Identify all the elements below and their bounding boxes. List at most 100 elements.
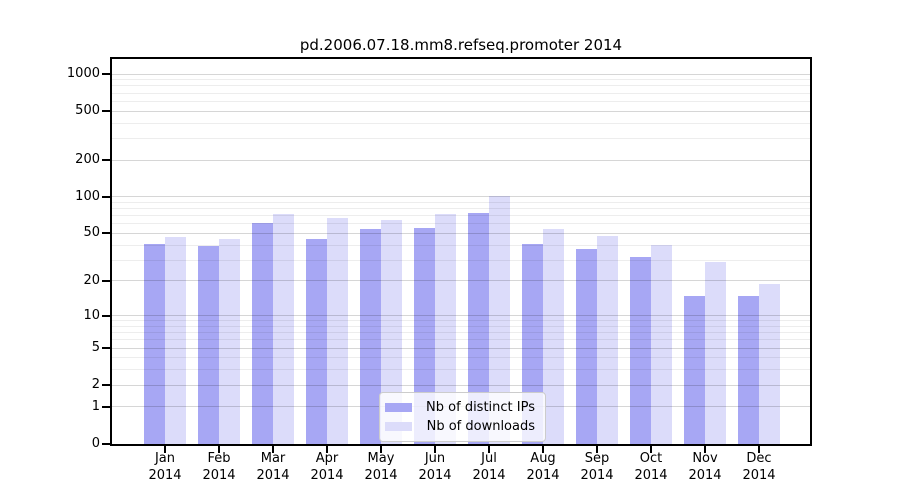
- gridline-200: [112, 159, 810, 161]
- gridline-800: [112, 85, 810, 87]
- x-tick-mark-jan: [164, 446, 166, 453]
- y-tick-mark-10: [102, 314, 110, 317]
- x-tick-label-aug: Aug 2014: [513, 450, 573, 484]
- x-tick-year: 2014: [148, 468, 182, 483]
- x-tick-month: Dec: [746, 451, 772, 466]
- x-tick-mark-apr: [326, 446, 328, 453]
- y-tick-mark-0: [102, 443, 110, 445]
- x-tick-mark-feb: [218, 446, 220, 453]
- x-tick-label-feb: Feb 2014: [189, 450, 249, 484]
- bar-distinct-ips-mar: [252, 223, 273, 444]
- bar-distinct-ips-jan: [144, 243, 165, 444]
- legend-swatch-downloads: [385, 422, 412, 431]
- x-tick-month: Nov: [692, 451, 718, 466]
- gridline-80: [112, 208, 810, 210]
- x-tick-mark-nov: [704, 446, 706, 453]
- y-tick-mark-50: [102, 232, 110, 235]
- bar-distinct-ips-sep: [576, 249, 597, 444]
- gridline-600: [112, 100, 810, 102]
- bar-downloads-jul: [489, 195, 510, 444]
- x-tick-label-dec: Dec 2014: [729, 450, 789, 484]
- legend-item-distinct-ips: Nb of distinct IPs: [385, 398, 541, 417]
- y-tick-mark-500: [102, 110, 110, 113]
- x-tick-mark-aug: [542, 446, 544, 453]
- x-tick-mark-oct: [650, 446, 652, 453]
- bar-distinct-ips-feb: [198, 246, 219, 444]
- plot-area: [110, 57, 812, 446]
- bar-distinct-ips-jul: [468, 212, 489, 444]
- gridline-1000: [112, 73, 810, 75]
- gridline-3: [112, 369, 810, 371]
- y-tick-mark-5: [102, 347, 110, 349]
- bar-downloads-mar: [273, 213, 294, 444]
- x-tick-month: Jun: [424, 451, 446, 466]
- y-tick-mark-1000: [102, 73, 110, 75]
- y-tick-mark-100: [102, 195, 110, 198]
- gridline-6: [112, 339, 810, 341]
- gridline-100: [112, 196, 810, 198]
- y-tick-label-5: 5: [91, 340, 100, 355]
- x-tick-mark-mar: [272, 446, 274, 453]
- gridline-300: [112, 137, 810, 139]
- x-tick-year: 2014: [742, 468, 776, 483]
- legend-label-downloads: Nb of downloads: [426, 419, 535, 434]
- y-tick-mark-200: [102, 159, 110, 161]
- bar-distinct-ips-dec: [738, 295, 759, 444]
- y-tick-label-0: 0: [91, 436, 100, 451]
- x-tick-year: 2014: [580, 468, 614, 483]
- x-tick-year: 2014: [634, 468, 668, 483]
- bar-distinct-ips-jun: [414, 227, 435, 444]
- x-tick-month: Oct: [639, 451, 663, 466]
- gridline-90: [112, 201, 810, 203]
- bar-distinct-ips-apr: [306, 239, 327, 444]
- x-tick-year: 2014: [418, 468, 452, 483]
- x-tick-label-nov: Nov 2014: [675, 450, 735, 484]
- gridline-50: [112, 232, 810, 234]
- x-tick-year: 2014: [256, 468, 290, 483]
- bar-downloads-aug: [543, 229, 564, 444]
- x-tick-month: Jan: [154, 451, 176, 466]
- bar-downloads-apr: [327, 218, 348, 444]
- x-tick-label-may: May 2014: [351, 450, 411, 484]
- gridline-400: [112, 122, 810, 124]
- legend: Nb of distinct IPs Nb of downloads: [379, 392, 546, 442]
- y-tick-label-1: 1: [91, 398, 100, 414]
- bar-downloads-oct: [651, 245, 672, 444]
- gridline-700: [112, 92, 810, 94]
- x-tick-mark-jun: [434, 446, 436, 453]
- gridline-8: [112, 325, 810, 327]
- x-tick-month: May: [367, 451, 395, 466]
- x-tick-year: 2014: [526, 468, 560, 483]
- gridline-9: [112, 320, 810, 322]
- gridline-20: [112, 280, 810, 282]
- legend-item-downloads: Nb of downloads: [385, 417, 541, 436]
- gridline-30: [112, 259, 810, 261]
- bar-downloads-may: [381, 220, 402, 444]
- x-tick-label-jun: Jun 2014: [405, 450, 465, 484]
- gridline-10: [112, 315, 810, 317]
- y-tick-label-50: 50: [83, 225, 100, 241]
- x-tick-month: Mar: [260, 451, 286, 466]
- gridline-70: [112, 215, 810, 217]
- y-tick-label-200: 200: [75, 152, 100, 167]
- gridline-900: [112, 79, 810, 81]
- y-tick-label-500: 500: [75, 103, 100, 119]
- gridline-500: [112, 110, 810, 112]
- x-tick-label-jul: Jul 2014: [459, 450, 519, 484]
- bar-downloads-feb: [219, 239, 240, 444]
- gridline-4: [112, 357, 810, 359]
- bar-downloads-dec: [759, 283, 780, 444]
- bar-downloads-nov: [705, 261, 726, 444]
- bar-distinct-ips-nov: [684, 295, 705, 444]
- x-tick-year: 2014: [364, 468, 398, 483]
- x-tick-month: Jul: [481, 451, 497, 466]
- x-tick-month: Sep: [584, 451, 610, 466]
- x-tick-label-jan: Jan 2014: [135, 450, 195, 484]
- x-tick-year: 2014: [310, 468, 344, 483]
- x-tick-year: 2014: [202, 468, 236, 483]
- x-tick-mark-may: [380, 446, 382, 453]
- y-tick-label-100: 100: [75, 188, 100, 204]
- legend-swatch-distinct-ips: [385, 403, 412, 412]
- gridline-60: [112, 223, 810, 225]
